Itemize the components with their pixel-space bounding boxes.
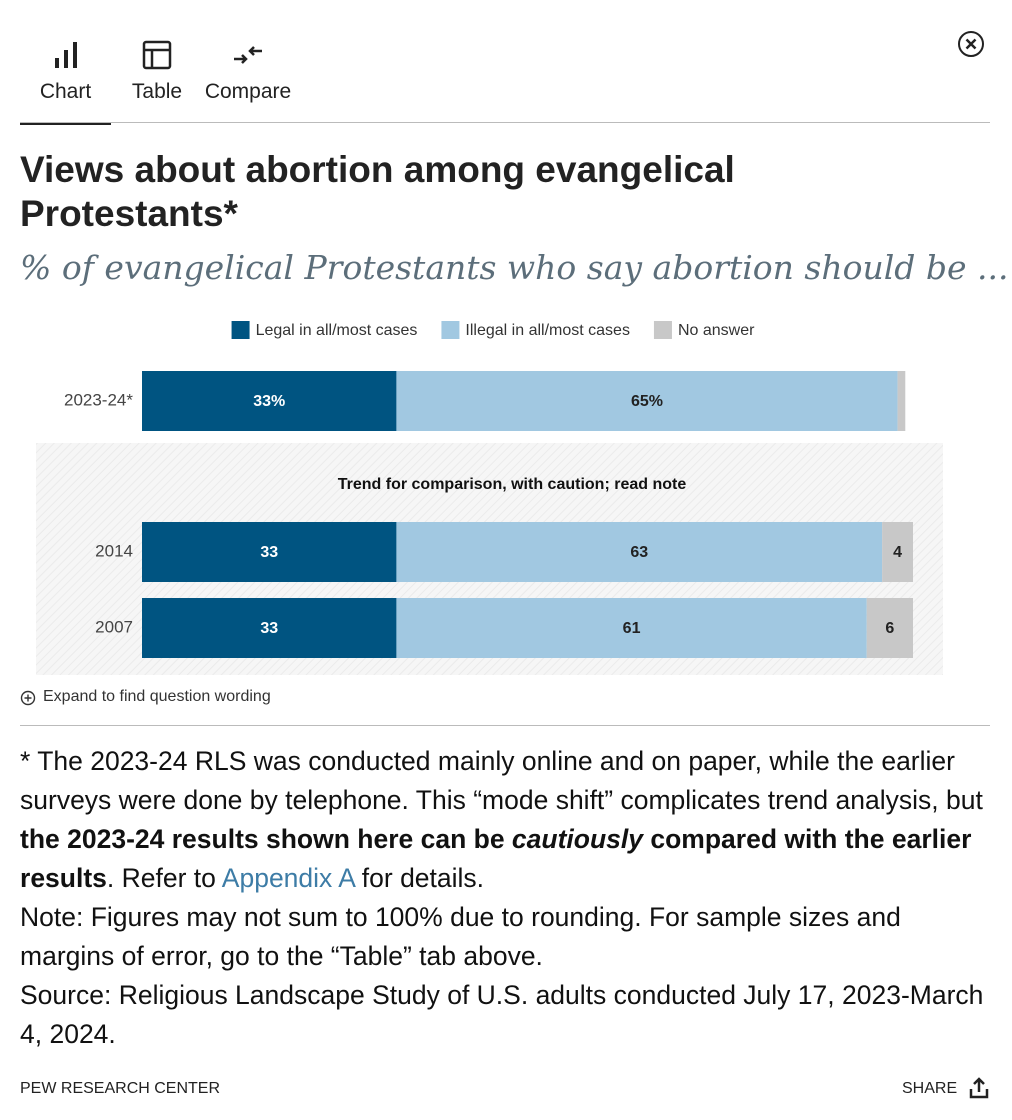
note: Note: Figures may not sum to 100% due to… (20, 902, 901, 971)
bar-segment (396, 371, 898, 431)
y-tick-label: 2023-24* (64, 390, 133, 409)
legend-swatch (441, 321, 460, 339)
divider (20, 725, 990, 726)
chart-title: Views about abortion among evangelical P… (20, 149, 735, 234)
footnote: * The 2023-24 RLS was conducted mainly o… (20, 742, 995, 898)
note-text: * The 2023-24 RLS was conducted mainly o… (20, 746, 983, 815)
data-label: 63 (630, 544, 648, 561)
note-text: for details. (354, 863, 485, 893)
note-bold: compared with the earlier results (20, 824, 972, 893)
data-label: 61 (623, 620, 641, 637)
note-bold: the 2023-24 results shown here can be (20, 824, 512, 854)
notes: * The 2023-24 RLS was conducted mainly o… (20, 742, 995, 1054)
legend-swatch (231, 321, 250, 339)
legend-label: Legal in all/most cases (256, 322, 418, 339)
legend-label: No answer (678, 322, 755, 339)
share-label[interactable]: SHARE (902, 1080, 958, 1097)
y-tick-label: 2007 (95, 617, 133, 636)
legend-label: Illegal in all/most cases (465, 322, 630, 339)
chart-subtitle: % of evangelical Protestants who say abo… (20, 248, 1009, 287)
icon-table (142, 40, 172, 70)
data-label: 65% (631, 393, 663, 410)
icon-compare (234, 46, 262, 64)
bar-segment (396, 598, 867, 658)
tab-label: Table (131, 80, 183, 103)
legend-swatch (653, 321, 672, 339)
source: Source: Religious Landscape Study of U.S… (20, 980, 984, 1049)
bar-segment (396, 522, 883, 582)
bar-segment (142, 598, 397, 658)
data-label: 33 (260, 544, 278, 561)
bar-segment (897, 371, 906, 431)
note-bold-italic: cautiously (511, 824, 643, 854)
tab-table[interactable]: Table (125, 40, 189, 122)
bar-segment (866, 598, 913, 658)
data-label: 33% (253, 393, 285, 410)
trend-annotation: Trend for comparison, with caution; read… (338, 476, 687, 493)
data-label: 33 (260, 620, 278, 637)
icon-chart (55, 42, 77, 68)
bar-segment (882, 522, 913, 582)
bar-segment (142, 371, 397, 431)
chart: Trend for comparison, with caution; read… (36, 321, 943, 675)
data-label: 6 (885, 620, 894, 637)
divider (20, 122, 990, 123)
brand: PEW RESEARCH CENTER (20, 1080, 221, 1097)
note-text: . Refer to (106, 863, 222, 893)
tab-compare[interactable]: Compare (202, 40, 294, 122)
expand-label[interactable]: Expand to find question wording (43, 688, 271, 705)
icon-expand[interactable] (20, 689, 38, 707)
tab-chart[interactable]: Chart (20, 40, 111, 125)
data-label: 4 (893, 544, 902, 561)
tab-label: Chart (39, 80, 92, 103)
close-button[interactable] (957, 30, 985, 58)
appendix-link[interactable]: Appendix A (221, 863, 355, 893)
icon-share[interactable] (968, 1076, 990, 1100)
bar-segment (142, 522, 397, 582)
y-tick-label: 2014 (95, 541, 133, 560)
tab-label: Compare (204, 80, 292, 103)
